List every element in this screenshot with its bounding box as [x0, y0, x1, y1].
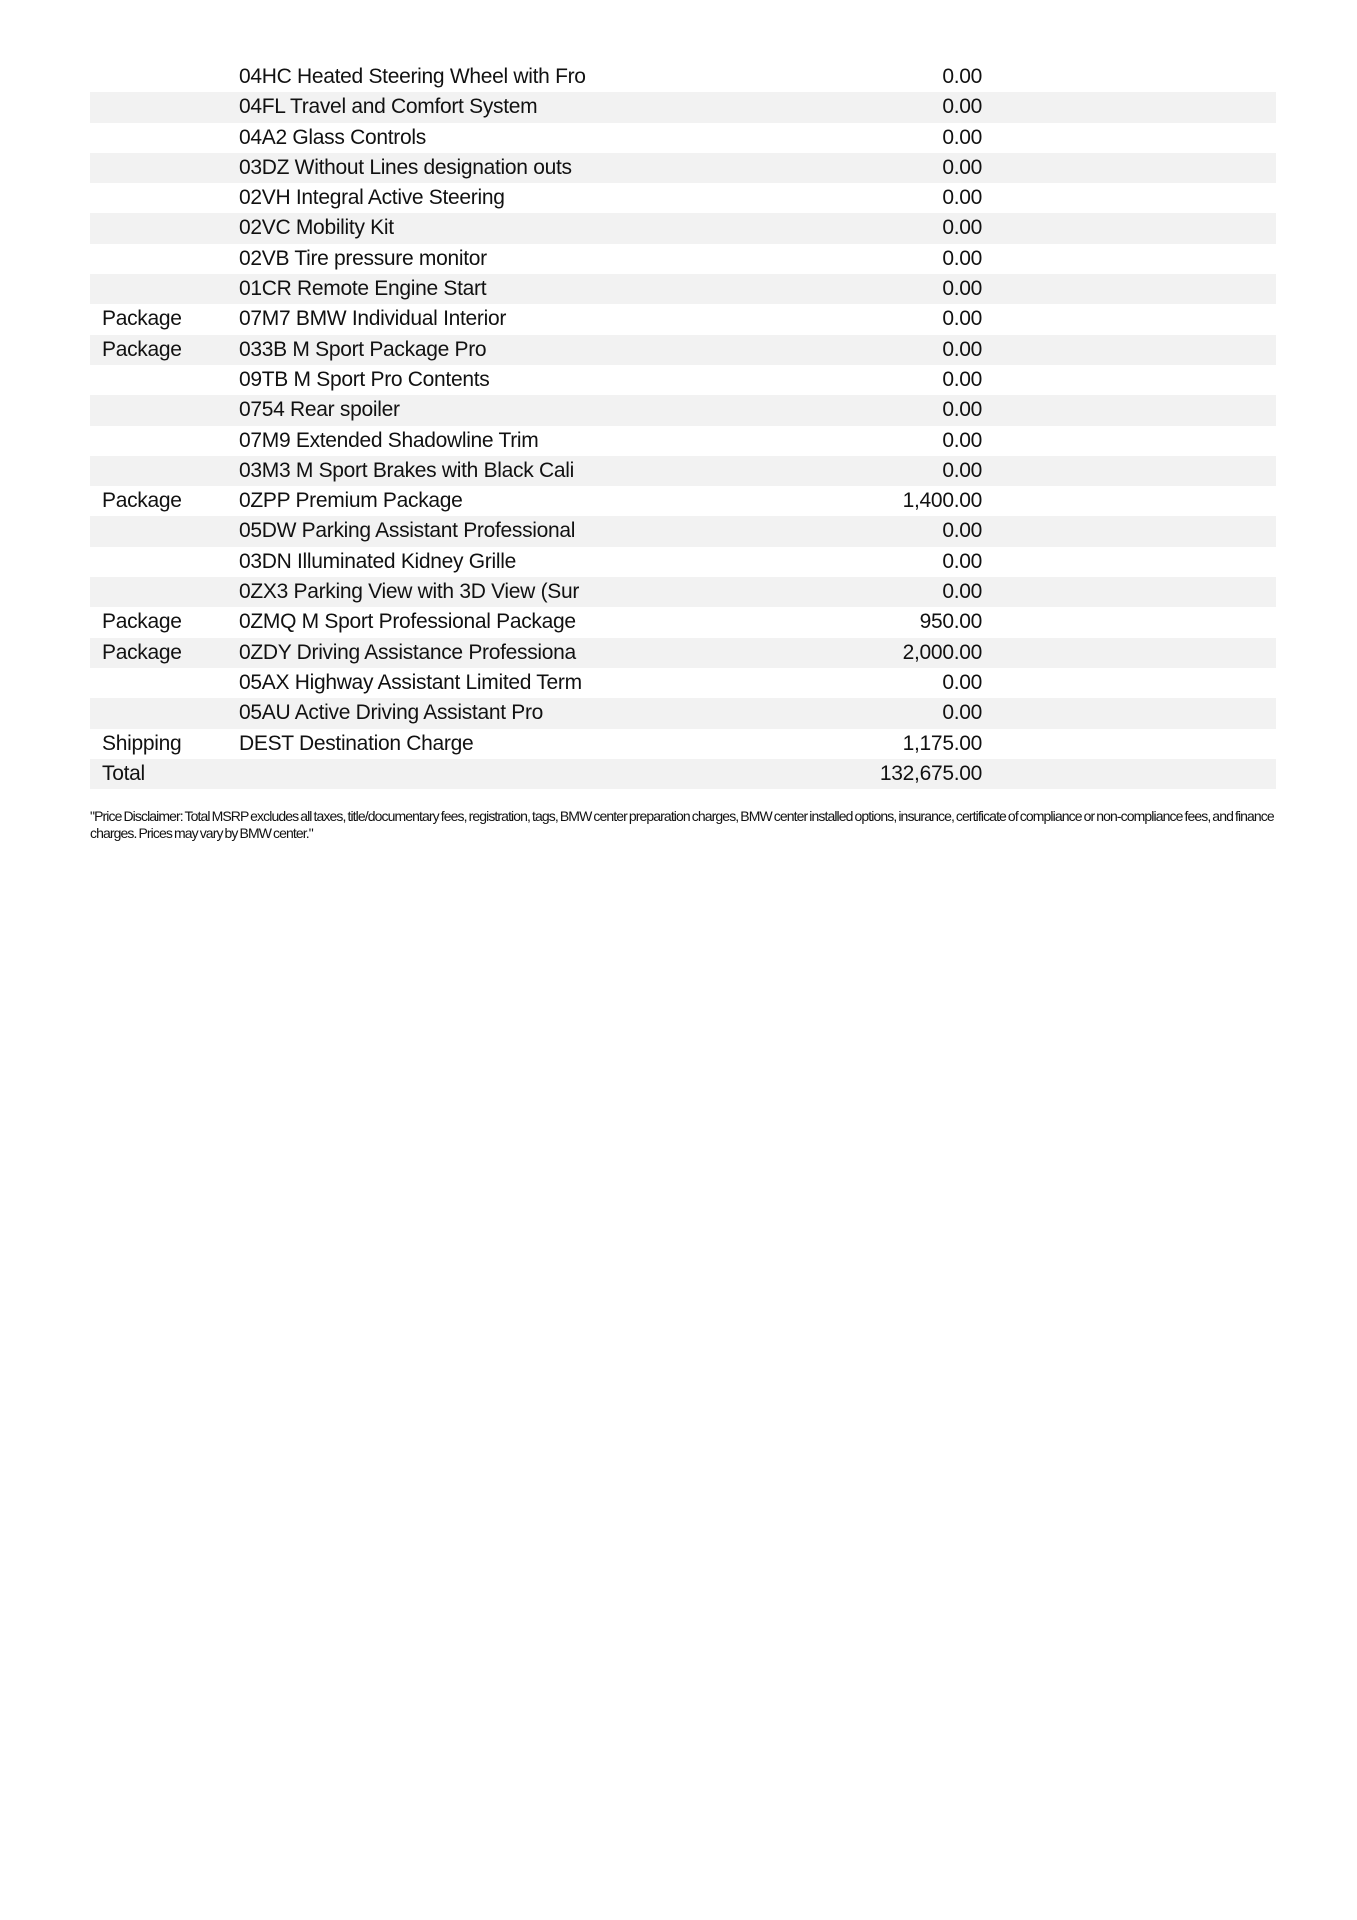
table-row: Package 0ZDY Driving Assistance Professio…	[90, 637, 1276, 668]
row-description: 0754 Rear spoiler	[239, 398, 400, 422]
price-disclaimer: "Price Disclaimer: Total MSRP excludes a…	[90, 808, 1275, 841]
row-description: 07M7 BMW Individual Interior	[239, 307, 507, 331]
price-table: 04HC Heated Steering Wheel with Fro 0.00 0…	[90, 62, 1276, 790]
row-amount: 0.00	[942, 458, 982, 482]
row-amount: 0.00	[942, 65, 982, 88]
row-amount: 950.00	[919, 610, 983, 634]
row-type: Package	[102, 337, 182, 361]
row-description: 05DW Parking Assistant Professional	[239, 519, 576, 543]
row-amount: 0.00	[942, 307, 982, 331]
table-row: 03DZ Without Lines designation outs 0.00	[90, 152, 1276, 184]
table-row: 0754 Rear spoiler 0.00	[90, 395, 1276, 426]
table-row: 05DW Parking Assistant Professional 0.00	[90, 516, 1276, 547]
row-description: 033B M Sport Package Pro	[239, 337, 487, 361]
row-amount: 0.00	[942, 670, 982, 694]
row-amount: 0.00	[942, 186, 982, 210]
table-row: 01CR Remote Engine Start 0.00	[90, 274, 1276, 305]
row-amount: 0.00	[942, 155, 982, 179]
row-amount: 0.00	[942, 246, 982, 270]
table-row: 02VH Integral Active Steering 0.00	[90, 183, 1276, 213]
table-row: 03DN Illuminated Kidney Grille 0.00	[90, 547, 1276, 577]
row-amount: 0.00	[942, 216, 982, 240]
row-amount: 0.00	[942, 549, 982, 573]
table-row: Shipping DEST Destination Charge 1,175.00	[90, 729, 1276, 759]
table-row: 05AX Highway Assistant Limited Term 0.00	[90, 668, 1276, 698]
table-row: Package 0ZPP Premium Package 1,400.00	[90, 486, 1276, 516]
row-description: 0ZPP Premium Package	[239, 489, 463, 513]
table-row: Package 07M7 BMW Individual Interior 0.00	[90, 304, 1276, 334]
row-amount: 0.00	[942, 337, 982, 361]
table-row: Package 0ZMQ M Sport Professional Package…	[90, 607, 1276, 637]
table-row: 04FL Travel and Comfort System 0.00	[90, 92, 1276, 123]
table-row: 04HC Heated Steering Wheel with Fro 0.00	[90, 62, 1276, 92]
row-description: 02VB Tire pressure monitor	[239, 246, 487, 270]
row-description: 04HC Heated Steering Wheel with Fro	[239, 65, 586, 88]
row-type: Shipping	[102, 731, 182, 755]
row-amount: 0.00	[942, 701, 982, 725]
table-row: Package 033B M Sport Package Pro 0.00	[90, 334, 1276, 365]
row-amount: 0.00	[942, 95, 982, 119]
row-amount: 0.00	[942, 428, 982, 452]
table-row: 0ZX3 Parking View with 3D View (Sur 0.00	[90, 577, 1276, 608]
table-row: 02VC Mobility Kit 0.00	[90, 213, 1276, 244]
row-type: Total	[102, 761, 145, 785]
row-type: Package	[102, 307, 182, 331]
row-description: 07M9 Extended Shadowline Trim	[239, 428, 539, 452]
row-description: 03DZ Without Lines designation outs	[239, 155, 572, 179]
row-description: 0ZX3 Parking View with 3D View (Sur	[239, 580, 580, 604]
row-amount: 1,400.00	[902, 489, 983, 513]
row-amount: 1,175.00	[902, 731, 983, 755]
row-description: 05AX Highway Assistant Limited Term	[239, 670, 582, 694]
row-description: 0ZMQ M Sport Professional Package	[239, 610, 576, 634]
row-description: 04A2 Glass Controls	[239, 125, 426, 149]
row-type: Package	[102, 640, 182, 664]
row-description: DEST Destination Charge	[239, 731, 474, 755]
row-description: 01CR Remote Engine Start	[239, 277, 487, 301]
row-amount: 132,675.00	[879, 761, 982, 785]
row-amount: 0.00	[942, 125, 982, 149]
table-row: 09TB M Sport Pro Contents 0.00	[90, 365, 1276, 395]
row-description: 02VH Integral Active Steering	[239, 186, 505, 210]
row-type: Package	[102, 610, 182, 634]
row-description: 03M3 M Sport Brakes with Black Cali	[239, 458, 574, 482]
row-amount: 0.00	[942, 367, 982, 391]
table-row: 07M9 Extended Shadowline Trim 0.00	[90, 426, 1276, 456]
table-row: 05AU Active Driving Assistant Pro 0.00	[90, 698, 1276, 729]
row-description: 04FL Travel and Comfort System	[239, 95, 538, 119]
row-amount: 0.00	[942, 519, 982, 543]
row-type: Package	[102, 489, 182, 513]
row-description: 05AU Active Driving Assistant Pro	[239, 701, 544, 725]
row-amount: 0.00	[942, 580, 982, 604]
row-description: 03DN Illuminated Kidney Grille	[239, 549, 516, 573]
row-amount: 0.00	[942, 277, 982, 301]
table-row: 02VB Tire pressure monitor 0.00	[90, 244, 1276, 274]
row-description: 09TB M Sport Pro Contents	[239, 367, 490, 391]
row-description: 0ZDY Driving Assistance Professiona	[239, 640, 576, 664]
row-amount: 2,000.00	[902, 640, 983, 664]
table-row: 03M3 M Sport Brakes with Black Cali 0.00	[90, 455, 1276, 487]
total-row: Total 132,675.00	[90, 758, 1276, 790]
row-amount: 0.00	[942, 398, 982, 422]
row-description: 02VC Mobility Kit	[239, 216, 394, 240]
table-row: 04A2 Glass Controls 0.00	[90, 123, 1276, 153]
